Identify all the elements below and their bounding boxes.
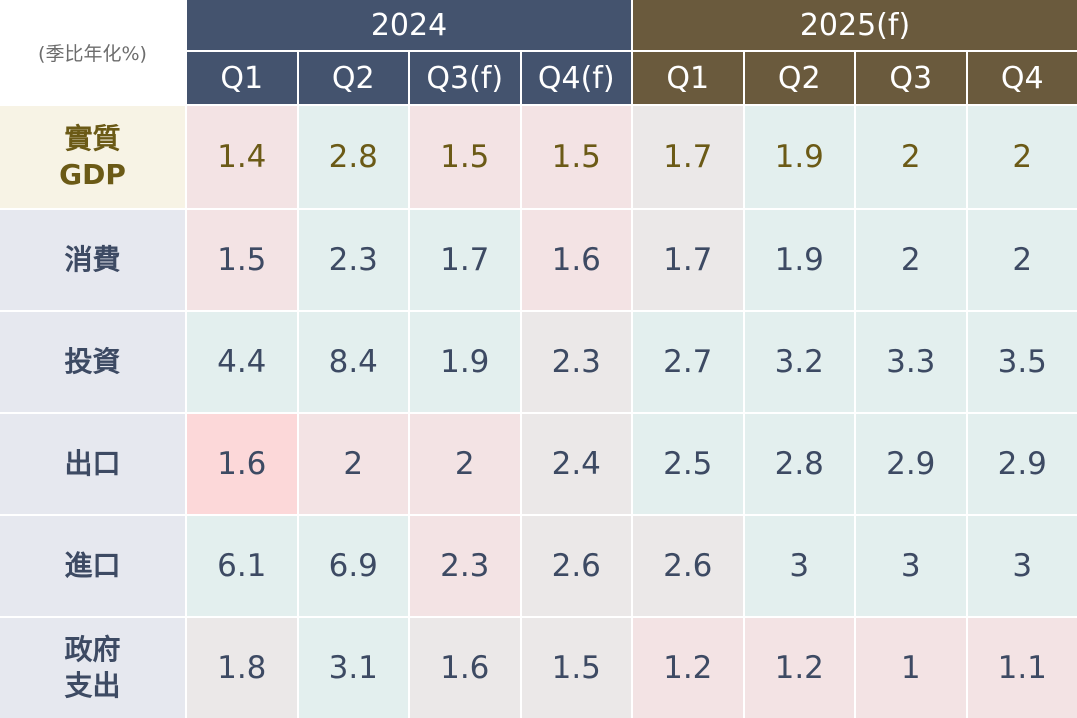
value-cell: 3.3 [856, 312, 966, 412]
value-cell: 1.9 [410, 312, 520, 412]
value-cell: 2 [410, 414, 520, 514]
year-header: 2024 [187, 0, 631, 50]
quarter-header: Q4(f) [521, 52, 631, 104]
row-label: 實質 GDP [0, 106, 185, 208]
quarter-header: Q3(f) [410, 52, 520, 104]
value-cell: 1.8 [187, 618, 297, 718]
value-cell: 8.4 [298, 312, 408, 412]
value-cell: 3.5 [967, 312, 1077, 412]
value-cell: 1.5 [187, 210, 297, 310]
value-cell: 4.4 [187, 312, 297, 412]
value-cell: 1.6 [410, 618, 520, 718]
value-cell: 2.4 [521, 414, 631, 514]
row-label: 投資 [0, 312, 185, 412]
value-cell: 1.7 [410, 210, 520, 310]
quarter-header: Q3 [856, 52, 966, 104]
quarter-header: Q1 [633, 52, 743, 104]
value-cell: 6.9 [298, 516, 408, 616]
value-cell: 2.5 [633, 414, 743, 514]
row-label: 出口 [0, 414, 185, 514]
value-cell: 1.7 [633, 210, 743, 310]
value-cell: 2 [856, 210, 966, 310]
value-cell: 1.2 [744, 618, 854, 718]
value-cell: 2.9 [967, 414, 1077, 514]
value-cell: 1.7 [633, 106, 743, 208]
value-cell: 3.1 [298, 618, 408, 718]
year-header: 2025(f) [633, 0, 1077, 50]
quarter-header: Q2 [298, 52, 408, 104]
value-cell: 1.5 [410, 106, 520, 208]
value-cell: 2.3 [298, 210, 408, 310]
value-cell: 1.5 [521, 618, 631, 718]
value-cell: 1.9 [744, 106, 854, 208]
value-cell: 3.2 [744, 312, 854, 412]
value-cell: 1 [856, 618, 966, 718]
value-cell: 1.9 [744, 210, 854, 310]
quarter-header: Q4 [967, 52, 1077, 104]
value-cell: 3 [744, 516, 854, 616]
value-cell: 2.6 [521, 516, 631, 616]
row-label: 政府 支出 [0, 618, 185, 718]
quarter-header: Q2 [744, 52, 854, 104]
value-cell: 2.6 [633, 516, 743, 616]
value-cell: 3 [856, 516, 966, 616]
value-cell: 2.3 [410, 516, 520, 616]
unit-note: (季比年化%) [0, 0, 185, 104]
value-cell: 6.1 [187, 516, 297, 616]
row-label: 消費 [0, 210, 185, 310]
quarter-header: Q1 [187, 52, 297, 104]
value-cell: 2 [856, 106, 966, 208]
value-cell: 1.6 [187, 414, 297, 514]
value-cell: 3 [967, 516, 1077, 616]
value-cell: 1.2 [633, 618, 743, 718]
value-cell: 2 [967, 106, 1077, 208]
value-cell: 2.7 [633, 312, 743, 412]
value-cell: 1.4 [187, 106, 297, 208]
row-label: 進口 [0, 516, 185, 616]
value-cell: 1.5 [521, 106, 631, 208]
value-cell: 2 [298, 414, 408, 514]
value-cell: 2.9 [856, 414, 966, 514]
value-cell: 1.6 [521, 210, 631, 310]
value-cell: 2.8 [744, 414, 854, 514]
value-cell: 1.1 [967, 618, 1077, 718]
value-cell: 2 [967, 210, 1077, 310]
value-cell: 2.3 [521, 312, 631, 412]
value-cell: 2.8 [298, 106, 408, 208]
